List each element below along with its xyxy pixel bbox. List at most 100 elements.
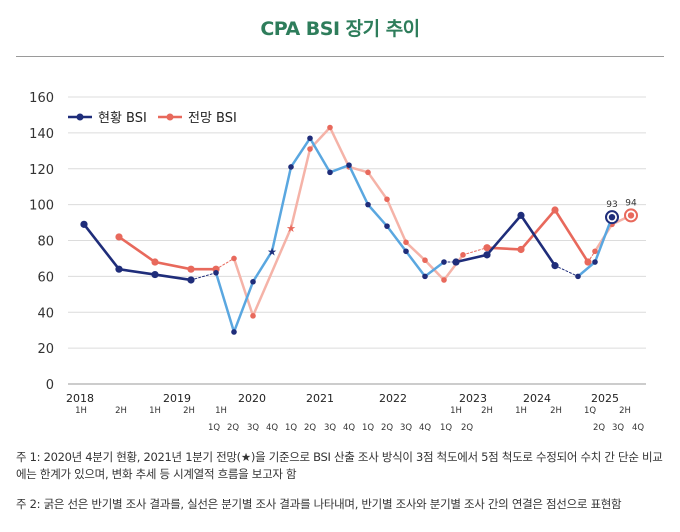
current-segment	[385, 224, 408, 253]
current-point	[441, 259, 447, 265]
legend-swatch-dot	[166, 113, 174, 121]
x-sub-label: 1Q	[362, 423, 374, 433]
x-sub-label: 2H	[481, 406, 493, 416]
current-point	[403, 248, 409, 255]
y-tick-label: 80	[37, 235, 54, 250]
current-segment	[270, 165, 293, 253]
current-point	[452, 258, 460, 266]
outlook-point	[403, 239, 409, 246]
current-point	[213, 269, 219, 276]
title-divider	[16, 56, 664, 57]
y-tick-label: 160	[29, 91, 54, 106]
current-segment	[423, 260, 446, 278]
current-segment	[485, 214, 523, 257]
chart-title: CPA BSI 장기 추이	[260, 18, 420, 40]
outlook-point	[115, 233, 123, 241]
x-sub-label: 2H	[619, 406, 631, 416]
current-segment	[593, 215, 614, 264]
bsi-line-chart: 0 20 40 60 80 100 120 140 160 2018 2019 2020 2021 202…	[29, 91, 646, 433]
current-point	[575, 273, 581, 280]
outlook-segment	[404, 241, 427, 262]
outlook-segment	[519, 208, 557, 251]
current-segment	[576, 260, 597, 278]
current-latest-point	[608, 213, 616, 221]
star-marker: ★	[267, 245, 277, 258]
x-year-label: 2025	[591, 392, 619, 405]
x-sub-label: 4Q	[343, 423, 355, 433]
outlook-point	[231, 255, 237, 262]
current-segment	[82, 223, 121, 271]
x-sub-label: 3Q	[247, 423, 259, 433]
x-sub-label: 1Q	[440, 423, 452, 433]
footnote-2: 주 2: 굵은 선은 반기별 조사 결과를, 실선은 분기별 조사 결과를 나타…	[16, 497, 622, 511]
data-label: 94	[625, 198, 637, 208]
x-sub-label: 2H	[550, 406, 562, 416]
current-segment	[347, 163, 370, 206]
legend-label: 전망 BSI	[188, 111, 237, 126]
current-segment	[519, 214, 557, 267]
current-segment	[404, 250, 427, 278]
current-segment	[554, 265, 579, 277]
current-point	[115, 265, 123, 273]
x-sub-label: 2H	[183, 406, 195, 416]
outlook-point	[483, 244, 491, 252]
x-sub-label: 1H	[215, 406, 227, 416]
current-point	[327, 169, 333, 176]
current-point	[384, 223, 390, 229]
x-sub-label: 1Q	[584, 406, 596, 416]
y-tick-label: 60	[37, 270, 54, 285]
outlook-segment	[366, 171, 389, 201]
outlook-point	[551, 206, 559, 214]
x-year-label: 2020	[238, 392, 266, 405]
current-point	[288, 164, 294, 170]
outlook-segment	[347, 165, 370, 174]
footnote-1: 주 1: 2020년 4분기 현황, 2021년 1분기 전망(★)을 기준으로…	[16, 450, 663, 481]
x-year-label: 2021	[306, 392, 334, 405]
current-point	[250, 278, 256, 285]
x-sub-label: 1H	[75, 406, 87, 416]
outlook-segment	[289, 147, 312, 230]
outlook-segment	[328, 126, 351, 169]
data-label: 93	[606, 200, 617, 210]
x-sub-label: 2Q	[461, 423, 473, 433]
x-sub-label: 4Q	[419, 423, 431, 433]
current-point	[307, 135, 313, 142]
outlook-segment	[117, 235, 157, 264]
outlook-point	[250, 313, 256, 319]
x-year-label: 2018	[66, 392, 94, 405]
x-sub-label: 3Q	[612, 423, 624, 433]
legend-swatch-dot	[76, 113, 84, 121]
current-point	[231, 329, 237, 335]
outlook-point	[307, 146, 313, 152]
x-sub-label: 4Q	[632, 423, 644, 433]
x-sub-label: 4Q	[266, 423, 278, 433]
x-sub-label: 1H	[515, 406, 527, 416]
outlook-segment	[232, 257, 255, 318]
outlook-segment	[215, 257, 235, 270]
current-segment	[366, 203, 389, 228]
outlook-segment	[462, 247, 488, 256]
x-sub-label: 2Q	[304, 423, 316, 433]
current-point	[365, 201, 371, 208]
current-point	[422, 273, 428, 280]
current-point	[592, 259, 598, 265]
outlook-point	[422, 257, 428, 264]
outlook-latest-point	[627, 212, 635, 219]
outlook-segment	[442, 253, 465, 282]
y-tick-label: 20	[37, 342, 54, 357]
x-year-label: 2019	[163, 392, 191, 405]
y-tick-label: 40	[37, 306, 54, 321]
x-sub-label: 1Q	[208, 423, 220, 433]
current-point	[483, 251, 491, 259]
x-sub-label: 3Q	[400, 423, 412, 433]
current-point	[187, 276, 195, 284]
outlook-segment	[385, 197, 408, 244]
outlook-point	[460, 252, 466, 258]
outlook-segment	[153, 260, 193, 271]
current-point	[517, 211, 525, 219]
outlook-point	[365, 169, 371, 176]
outlook-point	[584, 258, 592, 266]
x-sub-label: 3Q	[324, 423, 336, 433]
current-segment	[454, 253, 489, 264]
outlook-point	[384, 196, 390, 203]
